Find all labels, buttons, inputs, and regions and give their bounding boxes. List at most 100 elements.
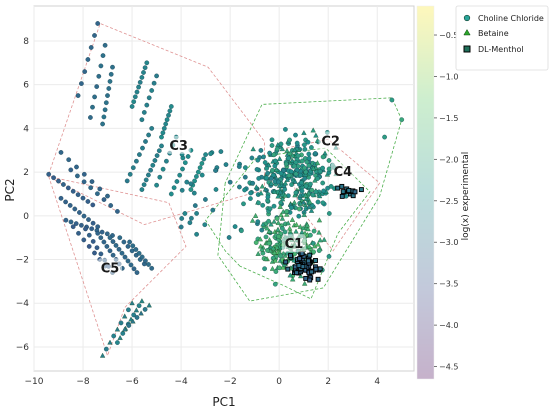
betaine-point xyxy=(301,130,307,135)
colorbar-label: log(x) experimental xyxy=(461,152,471,241)
choline-chloride-point xyxy=(95,191,100,197)
choline-chloride-point xyxy=(313,189,319,195)
choline-chloride-point xyxy=(107,79,113,84)
choline-chloride-point xyxy=(76,230,81,236)
dl-menthol-point xyxy=(358,187,364,193)
betaine-point xyxy=(292,178,298,184)
choline-chloride-point xyxy=(278,200,284,206)
x-tick-label: −4 xyxy=(174,377,188,387)
betaine-point xyxy=(271,188,277,194)
choline-chloride-point xyxy=(187,220,193,226)
betaine-point xyxy=(271,218,277,224)
choline-chloride-point xyxy=(72,206,78,212)
choline-chloride-point xyxy=(248,196,253,201)
cluster-label-c5: C5 xyxy=(101,261,120,276)
dl-menthol-point xyxy=(307,277,313,283)
choline-chloride-point xyxy=(269,143,275,148)
choline-chloride-point xyxy=(311,228,317,234)
cluster-label-bg-c3 xyxy=(166,135,191,154)
betaine-point xyxy=(273,166,280,172)
choline-chloride-point xyxy=(125,258,131,264)
choline-chloride-point xyxy=(85,57,91,62)
cluster-labels: C1 C2 C3 C4 C5 xyxy=(98,131,355,277)
choline-chloride-point xyxy=(103,100,109,106)
cluster-label-bg-c1 xyxy=(281,234,306,253)
choline-chloride-point xyxy=(260,202,266,208)
choline-chloride-point xyxy=(130,165,136,171)
choline-chloride-point xyxy=(278,253,284,259)
choline-chloride-point xyxy=(188,181,194,187)
choline-chloride-point xyxy=(136,250,142,256)
choline-chloride-point xyxy=(67,203,73,208)
choline-chloride-point xyxy=(92,250,97,256)
choline-chloride-point xyxy=(296,213,302,219)
colorbar-tick-label: −1.5 xyxy=(439,114,458,123)
choline-chloride-point xyxy=(302,176,308,181)
choline-chloride-point xyxy=(131,266,137,272)
colorbar-tick-label: −2.0 xyxy=(439,155,458,164)
betaine-point xyxy=(277,189,284,195)
choline-chloride-point xyxy=(289,205,294,211)
betaine-point xyxy=(279,146,285,152)
x-tick-label: −8 xyxy=(76,377,90,387)
choline-chloride-point xyxy=(294,140,300,146)
choline-chloride-point xyxy=(210,207,216,213)
choline-chloride-point xyxy=(154,182,159,188)
choline-chloride-point xyxy=(136,303,142,309)
choline-chloride-point xyxy=(146,132,151,138)
betaine-point xyxy=(302,192,309,198)
cluster-label-bg-c5 xyxy=(98,258,122,277)
grid-lines xyxy=(33,6,414,371)
choline-chloride-point xyxy=(68,167,74,173)
legend-label-choline-chloride: Choline Chloride xyxy=(478,14,544,23)
choline-chloride-point xyxy=(227,179,233,185)
choline-chloride-point xyxy=(167,108,173,114)
choline-chloride-point xyxy=(120,331,126,336)
cluster-label-bg-c2 xyxy=(318,131,343,150)
choline-chloride-point xyxy=(326,211,332,216)
choline-chloride-point xyxy=(309,187,315,193)
choline-chloride-point xyxy=(179,187,185,193)
choline-chloride-point xyxy=(68,219,74,225)
choline-chloride-point xyxy=(174,179,180,184)
choline-chloride-point xyxy=(188,187,194,192)
betaine-point xyxy=(285,220,291,226)
choline-chloride-point xyxy=(116,246,122,252)
choline-chloride-point xyxy=(101,114,107,120)
choline-chloride-point xyxy=(110,64,115,70)
choline-chloride-point xyxy=(136,84,141,90)
choline-chloride-point xyxy=(272,163,278,169)
choline-chloride-point xyxy=(142,307,148,312)
y-tick-labels: −6 −4 −2 0 2 4 6 8 xyxy=(16,37,30,353)
choline-chloride-point xyxy=(283,127,288,132)
choline-chloride-point xyxy=(130,243,136,249)
choline-chloride-point xyxy=(160,166,166,172)
colorbar-tick-label: −1.0 xyxy=(439,72,458,81)
choline-chloride-point xyxy=(163,121,169,127)
choline-chloride-point xyxy=(131,312,137,318)
cluster-label-c2: C2 xyxy=(321,135,340,150)
colorbar xyxy=(416,5,435,380)
choline-chloride-point xyxy=(121,239,127,245)
choline-chloride-point xyxy=(213,168,218,173)
choline-chloride-point xyxy=(115,340,120,345)
choline-chloride-point xyxy=(273,269,279,274)
choline-chloride-point xyxy=(255,157,261,163)
choline-chloride-point xyxy=(262,160,268,165)
choline-chloride-point xyxy=(110,252,116,258)
choline-chloride-point xyxy=(276,179,281,185)
betaine-point xyxy=(282,192,288,198)
choline-chloride-point xyxy=(102,107,108,113)
choline-chloride-point xyxy=(156,148,162,154)
dl-menthol-point xyxy=(305,258,311,264)
choline-chloride-point xyxy=(269,137,275,143)
choline-chloride-point xyxy=(108,203,114,208)
choline-chloride-point xyxy=(239,228,244,234)
choline-chloride-point xyxy=(270,167,275,173)
choline-chloride-point xyxy=(81,171,87,177)
betaine-point xyxy=(146,302,152,308)
choline-chloride-point xyxy=(302,165,307,171)
choline-chloride-point xyxy=(382,134,387,140)
choline-chloride-point xyxy=(274,216,280,221)
choline-chloride-point xyxy=(73,221,79,226)
